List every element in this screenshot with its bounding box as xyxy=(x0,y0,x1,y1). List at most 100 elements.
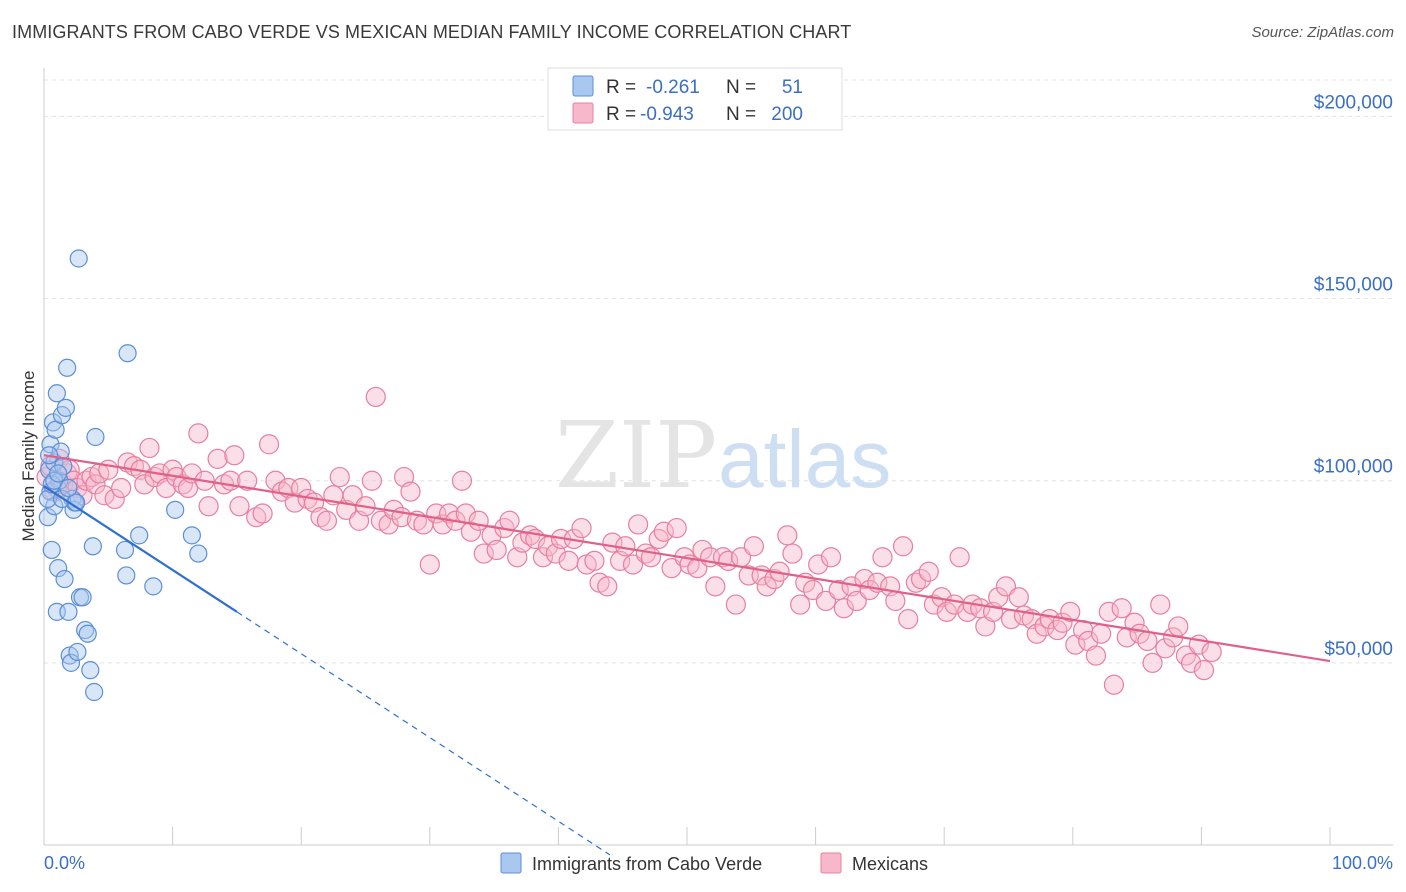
mexicans-point-159 xyxy=(995,576,1017,597)
mexicans-point-35 xyxy=(207,448,228,469)
y-tick-label-0: $50,000 xyxy=(1324,639,1393,660)
mexicans-point-26 xyxy=(156,477,177,499)
mexicans-point-40 xyxy=(237,470,258,491)
cabo-verde-trend-extension xyxy=(236,611,611,856)
cabo-verde-point-25 xyxy=(68,642,87,662)
mexicans-point-173 xyxy=(1085,645,1107,666)
cabo-verde-point-42 xyxy=(189,544,208,563)
series-legend-cabo-verde: Immigrants from Cabo Verde xyxy=(532,854,762,874)
watermark: ZIP atlas xyxy=(555,402,891,509)
cabo-verde-point-48 xyxy=(49,464,68,483)
series-legend-mexicans: Mexicans xyxy=(852,854,928,874)
cabo-verde-points xyxy=(38,249,208,702)
mexicans-point-39 xyxy=(229,496,250,517)
y-tick-labels: $50,000 $100,000 $150,000 $200,000 xyxy=(1314,92,1393,659)
mexicans-point-43 xyxy=(258,434,280,455)
cabo-verde-point-18 xyxy=(58,358,77,377)
mexicans-point-66 xyxy=(400,481,421,502)
mexicans-point-129 xyxy=(802,579,824,601)
mexicans-point-132 xyxy=(820,547,842,568)
mexicans-point-60 xyxy=(365,386,386,408)
mexicans-point-136 xyxy=(846,590,867,612)
cabo-verde-point-11 xyxy=(49,559,68,578)
cabo-verde-point-34 xyxy=(86,427,105,447)
mexicans-point-84 xyxy=(512,532,533,553)
cabo-verde-point-6 xyxy=(45,497,64,516)
correlation-legend: R = -0.261 N = 51 R = -0.943 N = 200 xyxy=(547,67,843,131)
mexicans-point-95 xyxy=(584,550,605,571)
mexicans-point-127 xyxy=(790,594,811,615)
mexicans-point-22 xyxy=(134,474,155,495)
mexicans-point-51 xyxy=(310,507,331,528)
watermark-atlas: atlas xyxy=(718,414,891,505)
cabo-verde-point-17 xyxy=(56,398,75,417)
mexicans-point-69 xyxy=(419,554,440,575)
x-tick-min: 0.0% xyxy=(44,853,85,873)
mexicans-point-176 xyxy=(1103,674,1125,695)
cabo-verde-trend-line xyxy=(43,485,238,613)
mexicans-point-191 xyxy=(1201,641,1222,663)
trend-lines xyxy=(43,454,1331,856)
mexicans-point-111 xyxy=(687,558,708,579)
mexicans-point-112 xyxy=(692,539,713,561)
mexicans-point-188 xyxy=(1181,652,1202,673)
cabo-verde-point-49 xyxy=(59,478,78,498)
mexicans-point-76 xyxy=(460,521,482,542)
cabo-verde-point-13 xyxy=(51,442,70,461)
mexicans-point-125 xyxy=(777,525,798,546)
mexicans-point-138 xyxy=(859,579,880,601)
mexicans-point-130 xyxy=(808,554,829,575)
legend-r-label-mexicans: R = xyxy=(606,104,636,125)
mexicans-point-42 xyxy=(252,503,273,524)
series-legend: Immigrants from Cabo Verde Mexicans xyxy=(500,852,928,874)
mexicans-point-147 xyxy=(918,561,939,582)
mexicans-point-52 xyxy=(316,510,338,531)
y-tick-label-2: $150,000 xyxy=(1314,275,1393,296)
mexicans-point-41 xyxy=(246,507,267,528)
cabo-verde-point-9 xyxy=(47,384,66,403)
mexicans-point-142 xyxy=(885,590,906,612)
mexicans-point-91 xyxy=(558,550,579,571)
mexicans-point-87 xyxy=(532,547,554,568)
chart-title: IMMIGRANTS FROM CABO VERDE VS MEXICAN ME… xyxy=(12,22,852,42)
cabo-verde-point-35 xyxy=(115,540,135,560)
cabo-verde-point-41 xyxy=(182,526,201,545)
cabo-verde-point-16 xyxy=(55,569,74,589)
cabo-verde-point-37 xyxy=(118,344,137,363)
mexicans-point-152 xyxy=(949,547,970,568)
watermark-zip: ZIP xyxy=(555,402,717,509)
mexicans-point-32 xyxy=(188,423,209,444)
mexicans-point-181 xyxy=(1137,630,1158,652)
mexicans-point-108 xyxy=(666,517,687,539)
mexicans-point-97 xyxy=(597,576,618,597)
mexicans-point-179 xyxy=(1124,612,1145,633)
mexicans-point-17 xyxy=(104,488,125,510)
cabo-verde-point-26 xyxy=(69,249,88,268)
mexicans-point-164 xyxy=(1026,623,1047,644)
legend-r-mexicans: -0.943 xyxy=(640,104,694,125)
mexicans-points xyxy=(36,386,1222,695)
cabo-verde-point-28 xyxy=(73,588,92,607)
legend-swatch-mexicans xyxy=(572,102,594,124)
mexicans-point-74 xyxy=(451,470,473,491)
mexicans-point-16 xyxy=(98,459,119,480)
axes xyxy=(43,68,1393,846)
mexicans-point-102 xyxy=(628,514,649,535)
mexicans-point-93 xyxy=(571,517,592,539)
mexicans-point-122 xyxy=(756,576,777,597)
mexicans-point-80 xyxy=(486,539,507,561)
mexicans-point-184 xyxy=(1155,638,1176,659)
cabo-verde-point-31 xyxy=(81,661,100,680)
legend-n-label-cabo-verde: N = xyxy=(726,77,756,98)
cabo-verde-point-4 xyxy=(42,540,61,560)
mexicans-point-134 xyxy=(833,598,854,619)
cabo-verde-point-0 xyxy=(38,508,57,527)
mexicans-point-120 xyxy=(743,536,764,557)
legend-r-label-cabo-verde: R = xyxy=(606,77,636,98)
legend-n-mexicans: 200 xyxy=(771,104,803,125)
cabo-verde-point-30 xyxy=(78,624,97,643)
cabo-verde-point-19 xyxy=(59,602,78,621)
y-axis-title: Median Family Income xyxy=(19,370,38,541)
x-tick-max: 100.0% xyxy=(1332,853,1393,873)
